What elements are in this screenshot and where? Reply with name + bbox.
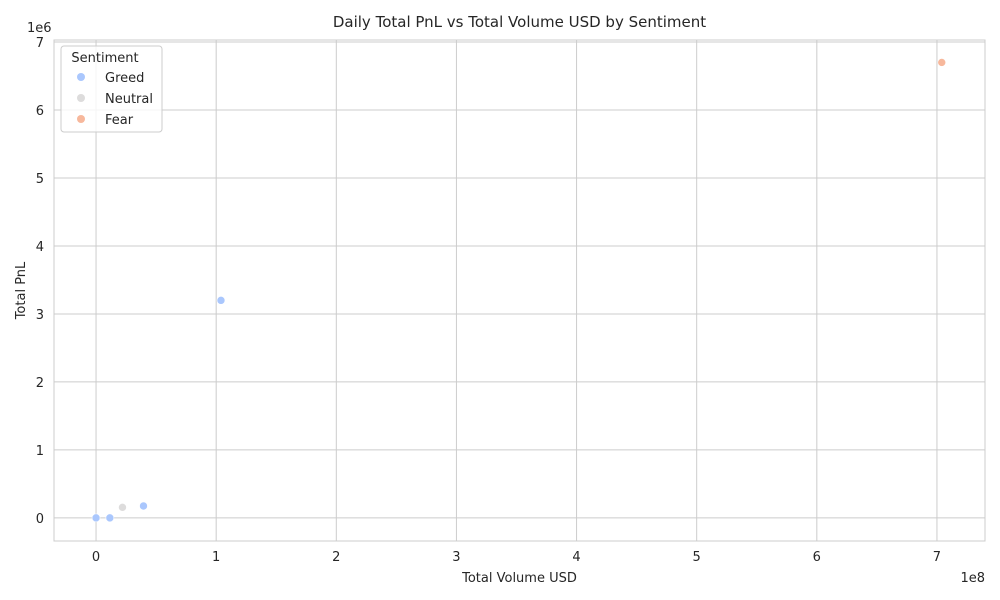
- data-point-greed: [139, 501, 148, 511]
- legend: Sentiment Greed Neutral Fear: [60, 45, 163, 133]
- plot-frame: [53, 39, 986, 542]
- legend-label-greed: Greed: [105, 71, 144, 86]
- x-tick-label: 7: [933, 550, 941, 565]
- y-tick-label: 6: [36, 104, 44, 119]
- data-points: [91, 58, 947, 523]
- x-tick-label: 2: [332, 550, 340, 565]
- chart-title: Daily Total PnL vs Total Volume USD by S…: [333, 13, 706, 31]
- data-point-greed: [105, 513, 115, 523]
- y-tick-label: 2: [36, 376, 44, 391]
- y-tick-label: 1: [36, 444, 44, 459]
- y-tick-label: 0: [36, 512, 44, 527]
- legend-marker-greed: [77, 73, 85, 81]
- legend-marker-fear: [77, 115, 85, 123]
- y-tick-label: 7: [36, 36, 44, 51]
- legend-marker-neutral: [77, 94, 85, 102]
- x-tick-label: 1: [212, 550, 220, 565]
- tick-labels: 0 1 2 3 4 5 6 7 0 1 2 3 4 5 6 7: [36, 36, 941, 565]
- data-point-neutral: [118, 503, 127, 512]
- x-tick-label: 6: [813, 550, 821, 565]
- y-tick-label: 5: [36, 172, 44, 187]
- data-point-greed: [91, 513, 101, 523]
- x-tick-label: 5: [693, 550, 701, 565]
- data-point-fear: [937, 58, 947, 67]
- x-tick-label: 3: [452, 550, 460, 565]
- legend-label-fear: Fear: [105, 113, 134, 128]
- plot-area: [54, 40, 985, 541]
- x-axis-offset-label: 1e8: [960, 571, 985, 586]
- y-axis-label: Total PnL: [14, 261, 29, 320]
- legend-items: Greed Neutral Fear: [77, 71, 153, 128]
- legend-box: [60, 45, 163, 133]
- y-axis-offset-label: 1e6: [27, 21, 52, 36]
- x-axis-label: Total Volume USD: [461, 571, 577, 586]
- y-tick-label: 4: [36, 240, 44, 255]
- x-tick-label: 0: [92, 550, 100, 565]
- y-tick-label: 3: [36, 308, 44, 323]
- legend-title: Sentiment: [71, 51, 138, 66]
- data-point-greed: [216, 296, 226, 305]
- grid-lines: [54, 40, 985, 541]
- legend-label-neutral: Neutral: [105, 92, 153, 107]
- x-tick-label: 4: [572, 550, 580, 565]
